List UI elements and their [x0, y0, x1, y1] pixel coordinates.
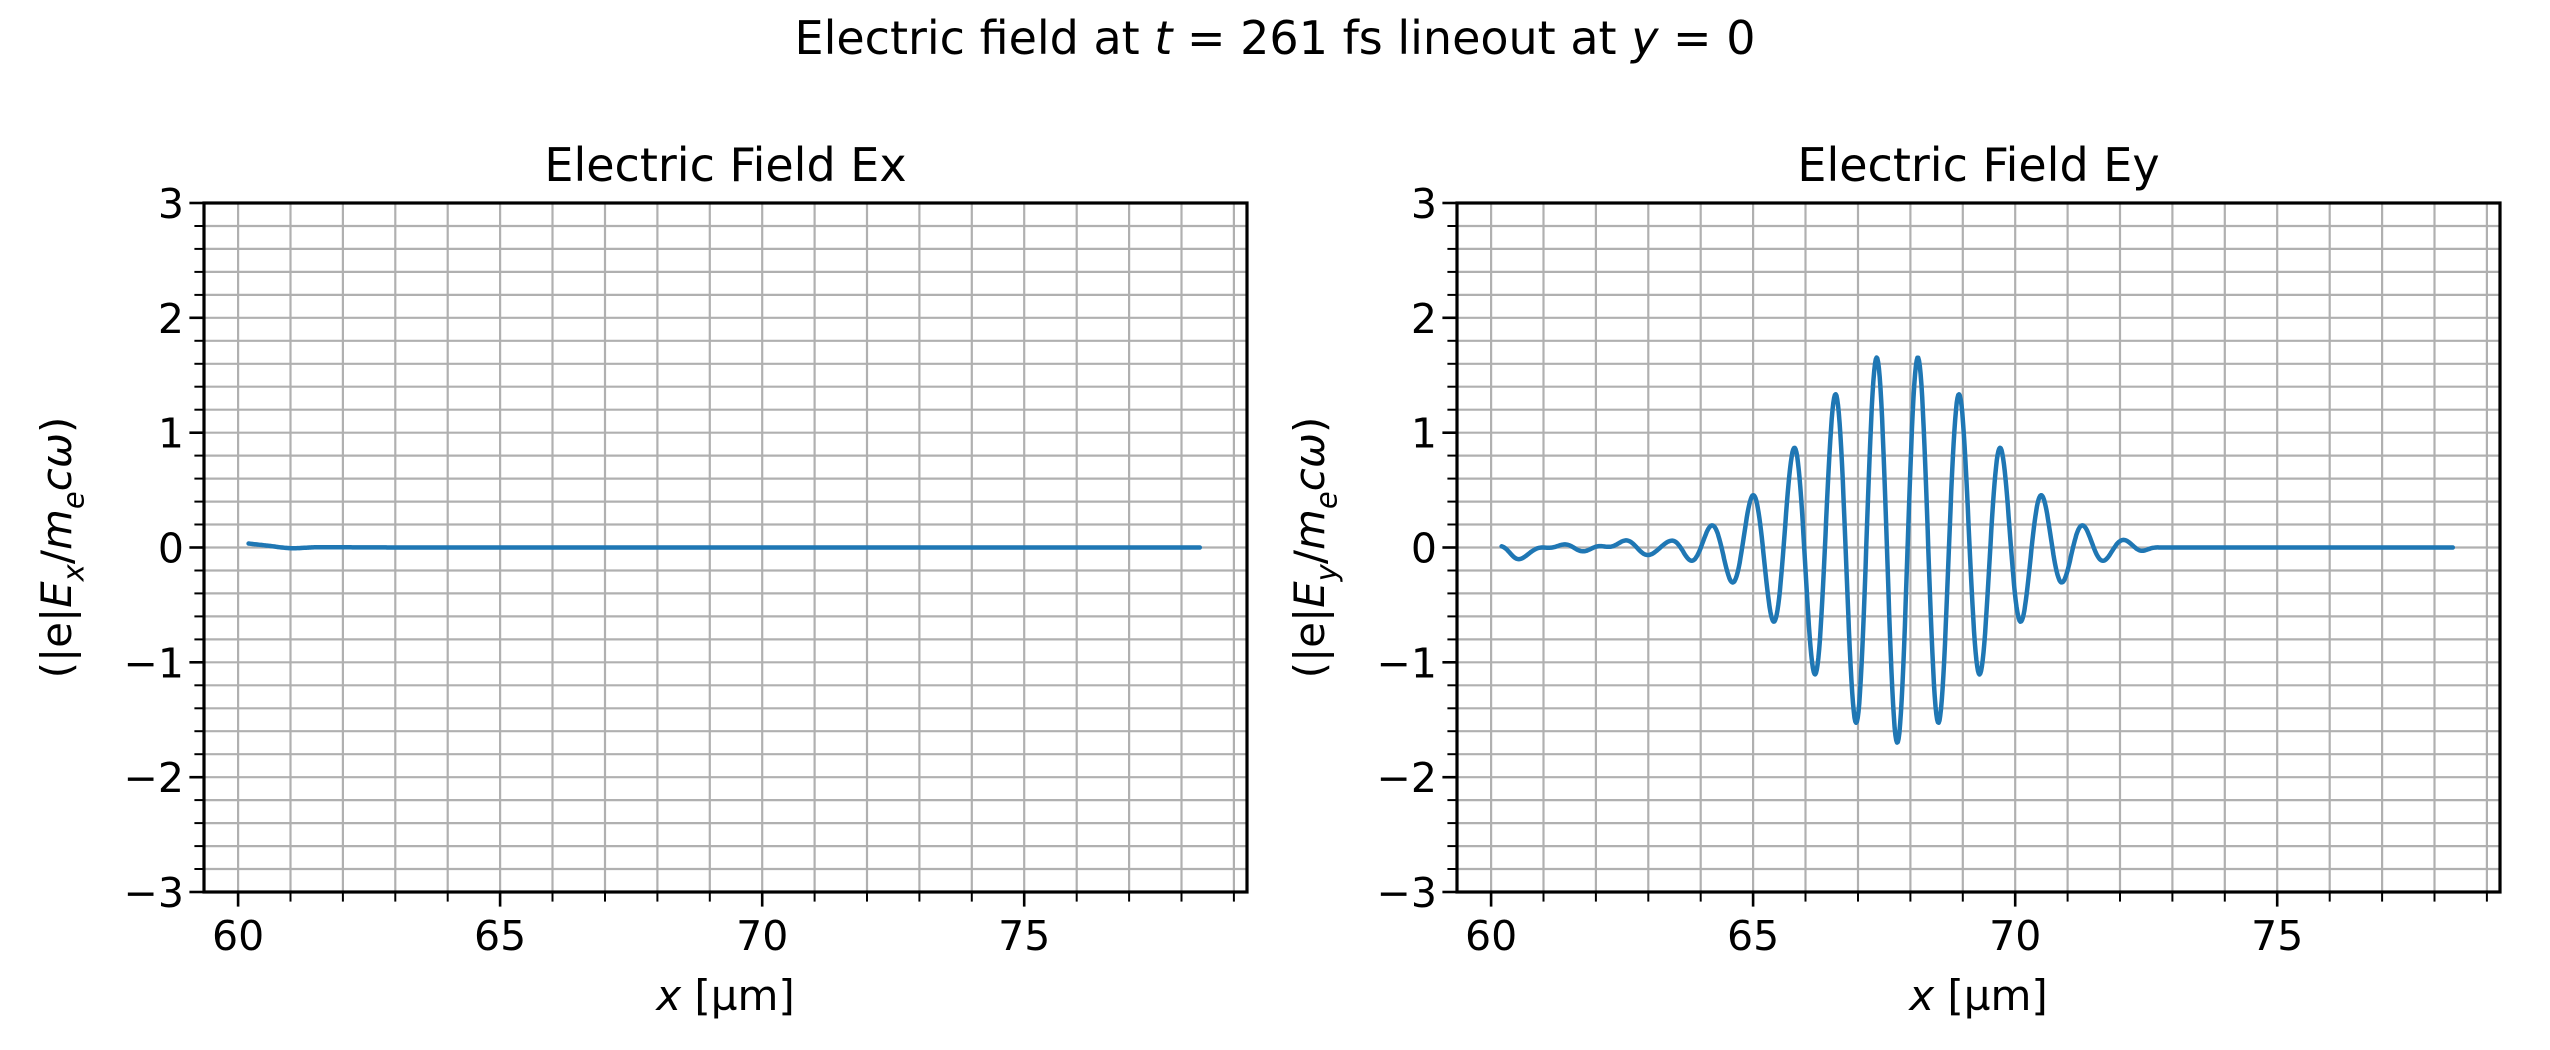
ex-xtick-labels: 60 65 70 75: [212, 912, 1050, 960]
ey-yaxis-label: (|e|Ey/mecω): [1285, 417, 1344, 679]
xtick-label: 75: [2251, 912, 2303, 960]
ey-ticks: [1442, 201, 2488, 907]
ytick-label: −1: [124, 639, 184, 687]
ytick-label: −2: [1377, 754, 1437, 802]
xtick-label: 65: [474, 912, 526, 960]
xtick-label: 70: [1989, 912, 2041, 960]
ex-xaxis-label: x [µm]: [654, 971, 795, 1020]
xtick-label: 65: [1727, 912, 1779, 960]
ey-grid: [1457, 203, 2500, 892]
subplot-ey: 60 65 70 75 3 2 1 0 −1 −2 −3 x [µm] (|e|Ey/mecω): [1285, 180, 2502, 1020]
ytick-label: 2: [158, 295, 184, 343]
ytick-label: 0: [158, 525, 184, 573]
figure-suptitle: Electric field at t = 261 fs lineout at …: [795, 11, 1756, 65]
ytick-label: 3: [158, 180, 184, 228]
ex-ticks: [189, 201, 1235, 907]
xtick-label: 60: [212, 912, 264, 960]
ytick-label: −3: [1377, 869, 1437, 917]
ytick-label: 3: [1411, 180, 1437, 228]
xtick-label: 75: [998, 912, 1050, 960]
ytick-label: 1: [1411, 410, 1437, 458]
xtick-label: 60: [1465, 912, 1517, 960]
ex-yaxis-label: (|e|Ex/mecω): [32, 417, 91, 679]
ytick-label: −3: [124, 869, 184, 917]
subplot-ey-title: Electric Field Ey: [1797, 138, 2159, 192]
ey-xaxis-label: x [µm]: [1907, 971, 2048, 1020]
xtick-label: 70: [736, 912, 788, 960]
ey-ytick-labels: 3 2 1 0 −1 −2 −3: [1377, 180, 1437, 917]
subplot-ex: 60 65 70 75 3 2 1 0 −1 −2 −3 x [µm] (|e|Ex/mecω): [32, 180, 1249, 1020]
ey-field-line: [1499, 355, 2456, 745]
ey-xtick-labels: 60 65 70 75: [1465, 912, 2303, 960]
ytick-label: 2: [1411, 295, 1437, 343]
ex-field-line: [246, 541, 1203, 551]
ytick-label: −2: [124, 754, 184, 802]
subplot-ex-title: Electric Field Ex: [544, 138, 906, 192]
ytick-label: −1: [1377, 639, 1437, 687]
ex-ytick-labels: 3 2 1 0 −1 −2 −3: [124, 180, 184, 917]
ytick-label: 1: [158, 410, 184, 458]
ytick-label: 0: [1411, 525, 1437, 573]
